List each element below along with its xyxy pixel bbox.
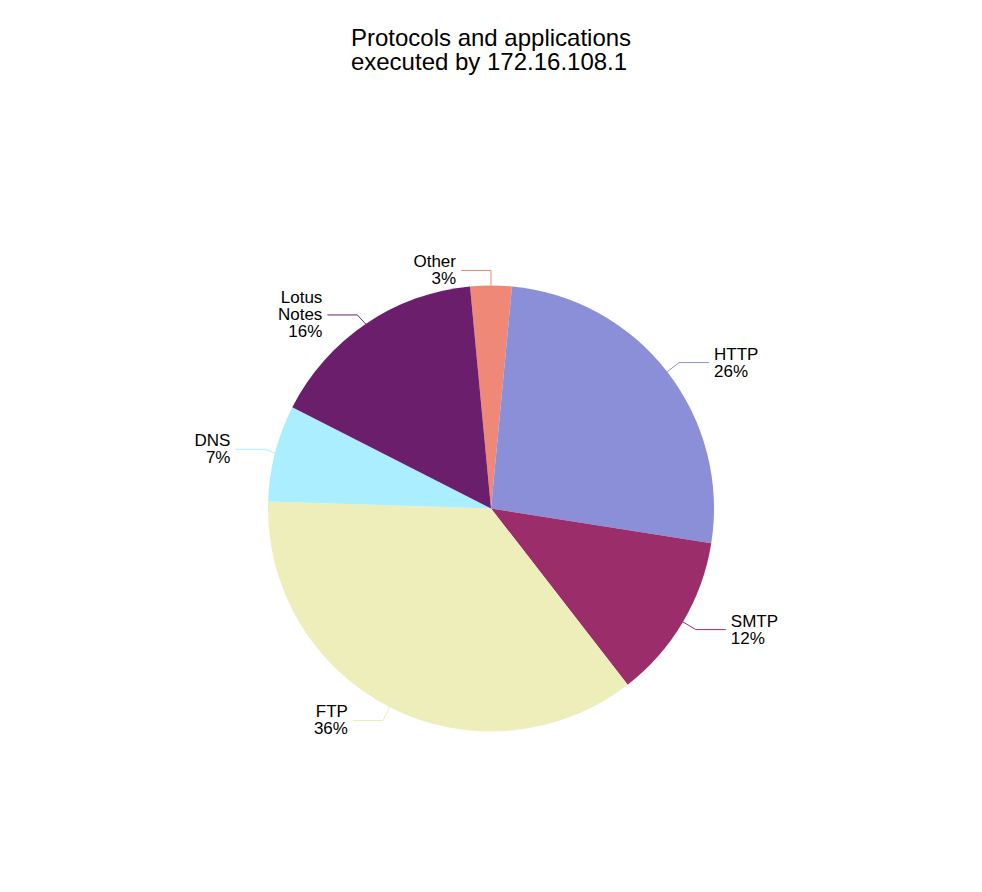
svg-text:16%: 16% [288, 322, 322, 341]
svg-text:3%: 3% [431, 269, 456, 288]
svg-text:36%: 36% [314, 719, 348, 738]
svg-text:HTTP: HTTP [714, 344, 759, 364]
svg-text:executed by 172.16.108.1: executed by 172.16.108.1 [351, 48, 627, 75]
svg-text:26%: 26% [714, 362, 748, 381]
svg-text:Other: Other [413, 252, 456, 272]
svg-text:SMTP: SMTP [730, 611, 779, 631]
svg-text:DNS: DNS [194, 431, 231, 451]
svg-text:Protocols and applications: Protocols and applications [351, 24, 631, 51]
svg-text:12%: 12% [731, 629, 765, 648]
svg-text:7%: 7% [206, 448, 231, 467]
svg-text:Lotus: Lotus [280, 288, 323, 308]
svg-text:FTP: FTP [315, 702, 348, 722]
svg-text:Notes: Notes [277, 305, 323, 325]
